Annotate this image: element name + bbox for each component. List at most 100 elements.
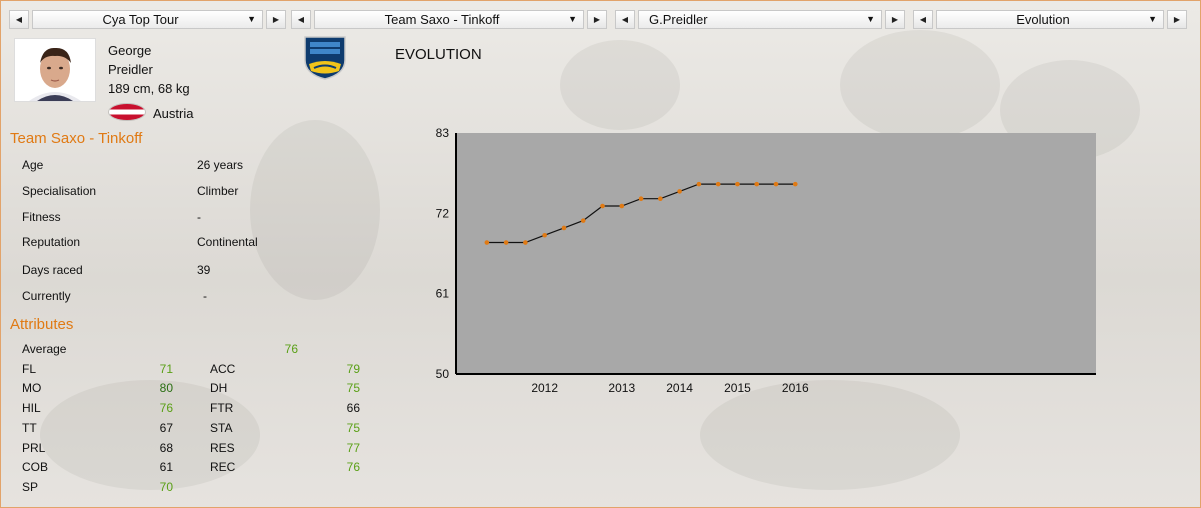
info-value: - — [197, 210, 201, 224]
competition-dropdown[interactable]: Cya Top Tour ▼ — [32, 10, 263, 29]
data-point — [792, 181, 798, 187]
data-point — [754, 181, 760, 187]
attribute-name: TT — [22, 421, 37, 435]
info-label: Days raced — [22, 263, 83, 277]
view-dropdown[interactable]: Evolution ▼ — [936, 10, 1164, 29]
attribute-value: 80 — [159, 381, 173, 395]
right-arrow-icon[interactable]: ▶ — [587, 10, 607, 29]
data-point — [715, 181, 721, 187]
attribute-value: 67 — [159, 421, 173, 435]
evolution-chart: 83 72 61 50 2012 2013 2014 2015 2016 — [420, 124, 1110, 402]
data-point — [542, 232, 547, 238]
data-point — [619, 203, 625, 209]
attribute-value: 79 — [346, 362, 360, 376]
attribute-name: REC — [210, 460, 236, 474]
dropdown-icon[interactable]: ▼ — [866, 14, 875, 24]
data-point — [677, 189, 682, 194]
y-tick-label: 61 — [436, 287, 450, 301]
austria-flag-icon — [109, 104, 145, 120]
info-label: Fitness — [22, 210, 61, 224]
attribute-name: SP — [22, 480, 39, 494]
x-tick-label: 2014 — [666, 381, 693, 395]
y-tick-label: 50 — [436, 367, 450, 381]
attribute-name: FL — [22, 362, 37, 376]
left-arrow-icon[interactable]: ◀ — [9, 10, 29, 29]
data-point — [580, 218, 586, 223]
average-value: 76 — [284, 342, 298, 356]
x-tick-label: 2013 — [608, 381, 635, 395]
data-point — [523, 240, 528, 245]
x-tick-label: 2016 — [782, 381, 809, 395]
rider-dropdown[interactable]: G.Preidler ▼ — [638, 10, 882, 29]
rider-photo — [14, 38, 96, 102]
attribute-name: COB — [22, 460, 49, 474]
attribute-value: 75 — [346, 381, 360, 395]
x-tick-label: 2015 — [724, 381, 751, 395]
data-point — [735, 181, 740, 187]
attribute-name: MO — [22, 381, 42, 395]
attribute-value: 68 — [159, 441, 173, 455]
team-label: Team Saxo - Tinkoff — [384, 12, 500, 27]
rider-selector[interactable]: ◀ G.Preidler ▼ ▶ — [615, 10, 905, 29]
team-dropdown[interactable]: Team Saxo - Tinkoff ▼ — [314, 10, 584, 29]
view-selector[interactable]: ◀ Evolution ▼ ▶ — [913, 10, 1187, 29]
data-point — [773, 181, 779, 187]
competition-selector[interactable]: ◀ Cya Top Tour ▼ ▶ — [9, 10, 286, 29]
right-arrow-icon[interactable]: ▶ — [266, 10, 286, 29]
data-point — [600, 203, 605, 209]
attribute-name: FTR — [210, 401, 234, 415]
attribute-value: 71 — [159, 362, 173, 376]
rider-first-name: George — [108, 43, 152, 58]
dropdown-icon[interactable]: ▼ — [1148, 14, 1157, 24]
rider-body: 189 cm, 68 kg — [108, 81, 190, 96]
view-label: Evolution — [1016, 12, 1070, 27]
attributes-title: Attributes — [10, 316, 74, 333]
info-label: Specialisation — [22, 184, 97, 198]
info-value: - — [203, 289, 207, 303]
right-arrow-icon[interactable]: ▶ — [885, 10, 905, 29]
y-tick-label: 72 — [436, 206, 450, 220]
rider-country: Austria — [153, 106, 194, 121]
attribute-name: PRL — [22, 441, 46, 455]
info-value: 26 years — [197, 158, 244, 172]
rider-last-name: Preidler — [108, 62, 153, 77]
dropdown-icon[interactable]: ▼ — [247, 14, 256, 24]
data-point — [638, 196, 644, 202]
data-point — [484, 240, 490, 245]
attribute-value: 61 — [159, 460, 173, 474]
plot-area — [456, 133, 1096, 374]
info-label: Reputation — [22, 235, 81, 249]
attribute-value: 70 — [159, 480, 173, 494]
attribute-value: 66 — [346, 401, 360, 415]
attribute-name: HIL — [22, 401, 41, 415]
attribute-value: 76 — [346, 460, 360, 474]
attribute-name: RES — [210, 441, 235, 455]
data-point — [696, 181, 702, 187]
team-selector[interactable]: ◀ Team Saxo - Tinkoff ▼ ▶ — [291, 10, 607, 29]
attribute-value: 77 — [346, 441, 360, 455]
right-arrow-icon[interactable]: ▶ — [1167, 10, 1187, 29]
info-value: Climber — [197, 184, 239, 198]
rider-portrait-icon — [15, 39, 95, 101]
info-value: 39 — [197, 263, 211, 277]
team-title: Team Saxo - Tinkoff — [10, 130, 143, 147]
data-point — [503, 240, 509, 245]
evolution-chart-svg: 83 72 61 50 2012 2013 2014 2015 2016 — [436, 126, 1096, 395]
y-tick-label: 83 — [436, 126, 450, 140]
x-tick-label: 2012 — [531, 381, 558, 395]
dropdown-icon[interactable]: ▼ — [568, 14, 577, 24]
info-label: Age — [22, 158, 44, 172]
rider-label: G.Preidler — [649, 12, 708, 27]
average-label: Average — [22, 342, 67, 356]
team-logo-icon — [302, 34, 348, 83]
info-label: Currently — [22, 289, 71, 303]
attribute-value: 75 — [346, 421, 360, 435]
left-arrow-icon[interactable]: ◀ — [615, 10, 635, 29]
left-arrow-icon[interactable]: ◀ — [913, 10, 933, 29]
attribute-name: ACC — [210, 362, 236, 376]
info-value: Continental — [197, 235, 258, 249]
left-arrow-icon[interactable]: ◀ — [291, 10, 311, 29]
data-point — [561, 225, 567, 231]
competition-label: Cya Top Tour — [102, 12, 179, 27]
data-point — [658, 196, 663, 202]
